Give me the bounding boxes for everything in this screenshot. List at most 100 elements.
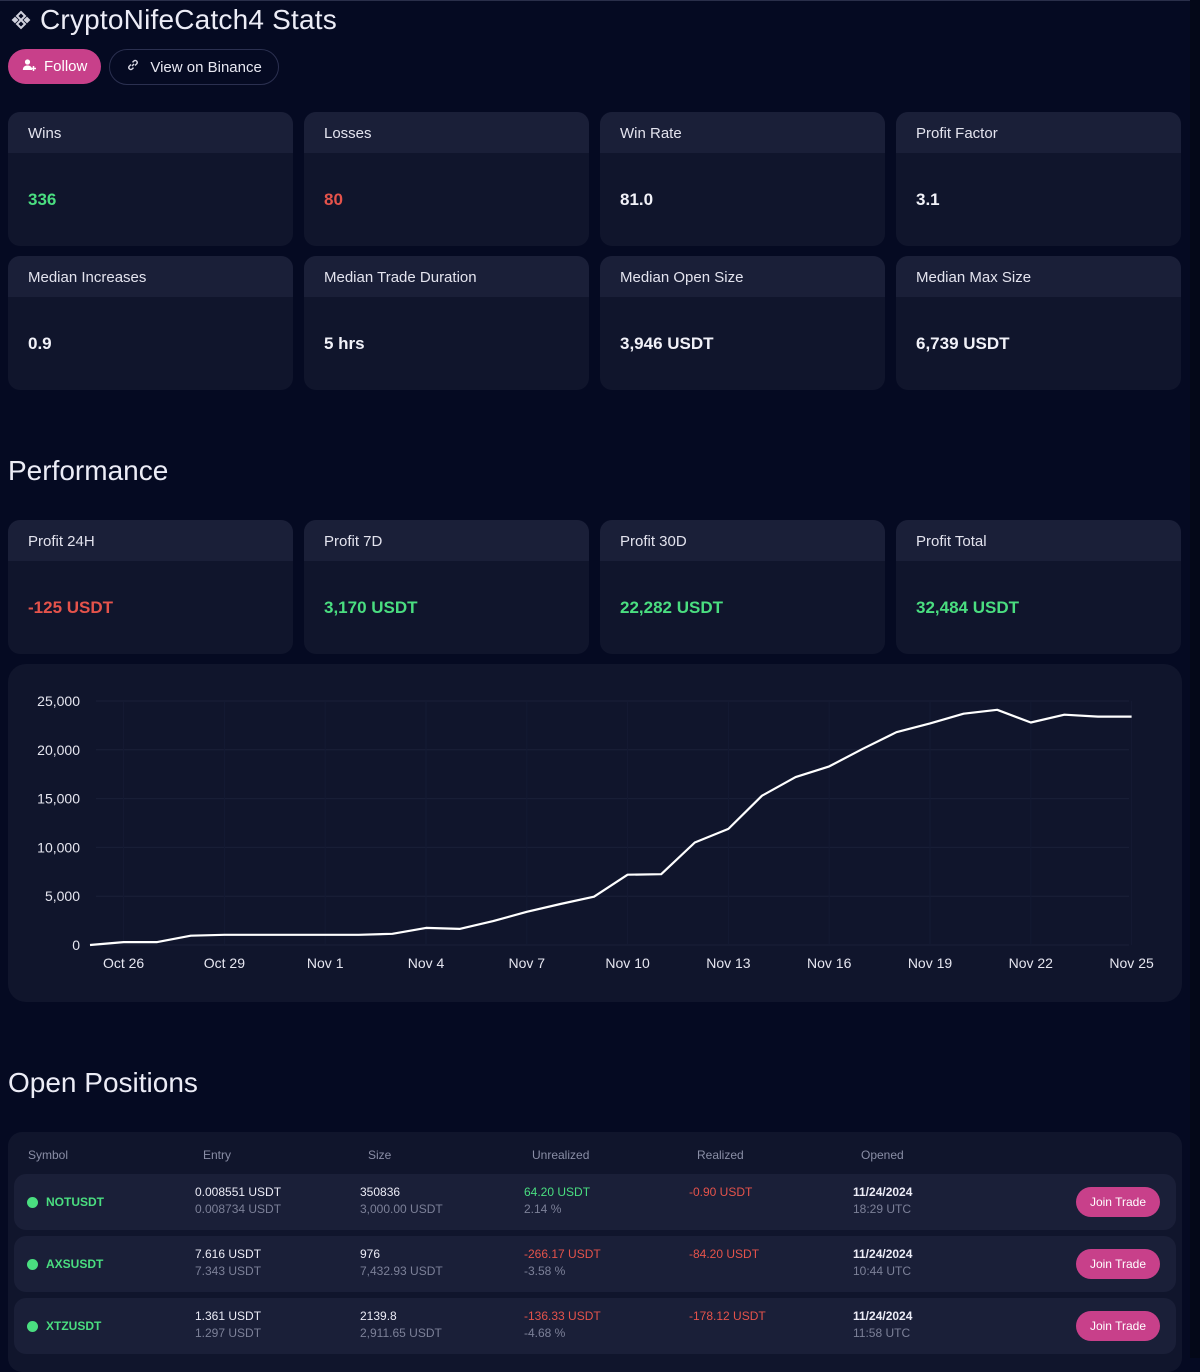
stat-value: 0.9 <box>28 334 52 353</box>
profit-label: Profit 24H <box>8 520 293 561</box>
size-cell: 350836 3,000.00 USDT <box>360 1184 443 1218</box>
x-tick-label: Oct 26 <box>103 955 144 971</box>
stat-label: Losses <box>304 112 589 153</box>
profit-label: Profit 30D <box>600 520 885 561</box>
y-tick-label: 15,000 <box>37 791 80 807</box>
stats-grid: Wins 336 Losses 80 Win Rate 81.0 Profit … <box>8 112 1182 390</box>
stat-label: Median Max Size <box>896 256 1181 297</box>
status-dot-icon <box>27 1258 38 1270</box>
column-header-unrealized: Unrealized <box>532 1148 590 1162</box>
page-header: CryptoNifeCatch4 Stats <box>10 4 337 36</box>
realized-cell: -178.12 USDT <box>689 1308 766 1325</box>
realized-cell: -0.90 USDT <box>689 1184 752 1201</box>
link-icon <box>126 58 140 76</box>
opened-date: 11/24/2024 <box>853 1247 913 1261</box>
top-border <box>0 0 1200 1</box>
size-usdt: 3,000.00 USDT <box>360 1202 443 1216</box>
y-tick-label: 25,000 <box>37 693 80 709</box>
symbol-cell: XTZUSDT <box>27 1319 101 1333</box>
x-tick-label: Nov 22 <box>1009 955 1054 971</box>
unrealized-cell: 64.20 USDT 2.14 % <box>524 1184 590 1218</box>
profit-card-total: Profit Total 32,484 USDT <box>896 520 1181 654</box>
stat-value: 81.0 <box>620 190 654 209</box>
column-header-symbol: Symbol <box>28 1148 69 1162</box>
profit-value: 3,170 USDT <box>324 598 418 617</box>
stat-card-median-trade-duration: Median Trade Duration 5 hrs <box>304 256 589 390</box>
stat-value: 336 <box>28 190 57 209</box>
profit-value: -125 USDT <box>28 598 114 617</box>
stat-value: 6,739 USDT <box>916 334 1010 353</box>
stat-card-losses: Losses 80 <box>304 112 589 246</box>
stat-card-median-max-size: Median Max Size 6,739 USDT <box>896 256 1181 390</box>
x-tick-label: Nov 1 <box>307 955 344 971</box>
stat-card-median-increases: Median Increases 0.9 <box>8 256 293 390</box>
stat-label: Median Increases <box>8 256 293 297</box>
profit-value: 22,282 USDT <box>620 598 723 617</box>
stat-label: Wins <box>8 112 293 153</box>
page-scrollbar-gutter <box>1190 0 1200 1358</box>
size-usdt: 7,432.93 USDT <box>360 1264 443 1278</box>
view-on-binance-button[interactable]: View on Binance <box>109 49 279 85</box>
unrealized-pct: -4.68 % <box>524 1326 566 1340</box>
follow-button[interactable]: Follow <box>8 49 102 84</box>
size-cell: 2139.8 2,911.65 USDT <box>360 1308 442 1342</box>
table-row: XTZUSDT 1.361 USDT 1.297 USDT 2139.8 2,9… <box>14 1298 1176 1354</box>
column-header-size: Size <box>368 1148 392 1162</box>
unrealized-cell: -136.33 USDT -4.68 % <box>524 1308 601 1342</box>
symbol: NOTUSDT <box>46 1195 104 1209</box>
realized-value: -178.12 USDT <box>689 1309 766 1323</box>
join-trade-button[interactable]: Join Trade <box>1075 1187 1160 1217</box>
stat-card-wins: Wins 336 <box>8 112 293 246</box>
header-actions: Follow View on Binance <box>8 49 279 85</box>
opened-date: 11/24/2024 <box>853 1185 913 1199</box>
unrealized-pct: -3.58 % <box>524 1264 566 1278</box>
opened-time: 18:29 UTC <box>853 1202 912 1216</box>
line-chart-svg: 0 5,000 10,000 15,000 20,000 25,000 Oct 26 Oct … <box>37 693 1154 971</box>
opened-cell: 11/24/2024 11:58 UTC <box>853 1308 912 1342</box>
size-qty: 976 <box>360 1247 381 1261</box>
y-tick-label: 20,000 <box>37 742 80 758</box>
size-cell: 976 7,432.93 USDT <box>360 1246 443 1280</box>
profit-card-7d: Profit 7D 3,170 USDT <box>304 520 589 654</box>
mark-price: 7.343 USDT <box>195 1264 262 1278</box>
unrealized-cell: -266.17 USDT -3.58 % <box>524 1246 601 1280</box>
profit-label: Profit 7D <box>304 520 589 561</box>
y-tick-label: 0 <box>72 937 80 953</box>
table-header: Symbol Entry Size Unrealized Realized Op… <box>8 1148 1182 1164</box>
profit-line <box>89 708 1132 947</box>
x-tick-label: Nov 7 <box>509 955 546 971</box>
size-usdt: 2,911.65 USDT <box>360 1326 442 1340</box>
join-trade-button[interactable]: Join Trade <box>1075 1249 1160 1279</box>
opened-time: 10:44 UTC <box>853 1264 912 1278</box>
profit-label: Profit Total <box>896 520 1181 561</box>
positions-table: Symbol Entry Size Unrealized Realized Op… <box>8 1132 1182 1372</box>
entry-price: 1.361 USDT <box>195 1309 262 1323</box>
table-row: NOTUSDT 0.008551 USDT 0.008734 USDT 3508… <box>14 1174 1176 1230</box>
unrealized-pct: 2.14 % <box>524 1202 562 1216</box>
page-title: CryptoNifeCatch4 Stats <box>40 4 337 35</box>
y-tick-label: 10,000 <box>37 839 80 855</box>
stat-card-profit-factor: Profit Factor 3.1 <box>896 112 1181 246</box>
profit-card-30d: Profit 30D 22,282 USDT <box>600 520 885 654</box>
symbol-cell: AXSUSDT <box>27 1257 103 1271</box>
realized-value: -0.90 USDT <box>689 1185 753 1199</box>
x-tick-label: Nov 13 <box>706 955 751 971</box>
size-qty: 2139.8 <box>360 1309 397 1323</box>
opened-cell: 11/24/2024 18:29 UTC <box>853 1184 912 1218</box>
x-tick-label: Nov 25 <box>1109 955 1154 971</box>
symbol: AXSUSDT <box>46 1257 104 1271</box>
performance-grid: Profit 24H -125 USDT Profit 7D 3,170 USD… <box>8 520 1182 654</box>
x-tick-label: Nov 16 <box>807 955 852 971</box>
x-tick-label: Nov 19 <box>908 955 953 971</box>
stat-value: 3.1 <box>916 190 940 209</box>
profit-card-24h: Profit 24H -125 USDT <box>8 520 293 654</box>
table-row: AXSUSDT 7.616 USDT 7.343 USDT 976 7,432.… <box>14 1236 1176 1292</box>
x-tick-label: Oct 29 <box>204 955 245 971</box>
view-on-binance-label: View on Binance <box>150 58 262 76</box>
column-header-realized: Realized <box>697 1148 744 1162</box>
entry-cell: 1.361 USDT 1.297 USDT <box>195 1308 261 1342</box>
follow-label: Follow <box>44 58 88 75</box>
status-dot-icon <box>27 1196 38 1208</box>
join-trade-button[interactable]: Join Trade <box>1075 1311 1160 1341</box>
entry-price: 0.008551 USDT <box>195 1185 282 1199</box>
